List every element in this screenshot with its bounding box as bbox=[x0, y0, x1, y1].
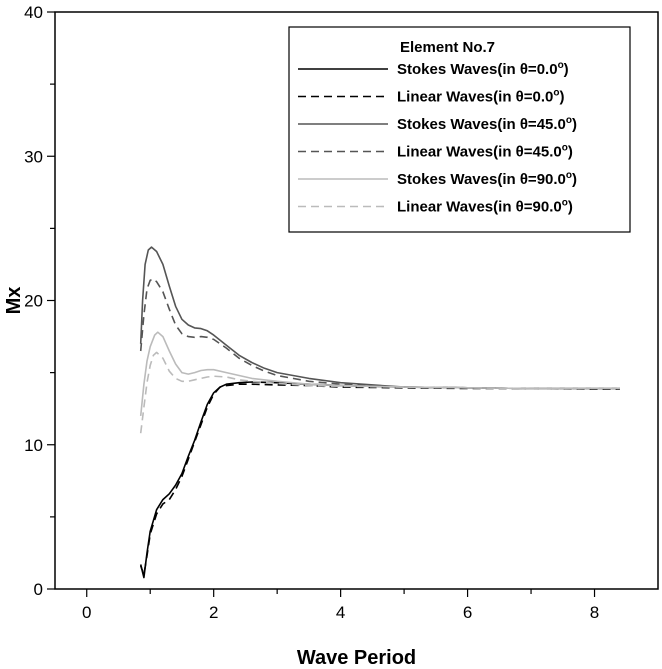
legend-label-1: Stokes Waves(in θ=0.0o) bbox=[397, 60, 569, 78]
legend-label-5: Stokes Waves(in θ=90.0o) bbox=[397, 170, 577, 188]
series-group bbox=[139, 246, 620, 579]
x-tick-label: 6 bbox=[463, 603, 472, 622]
series-line-2 bbox=[139, 383, 620, 576]
y-tick-label: 20 bbox=[24, 292, 43, 311]
series-line-3 bbox=[139, 246, 620, 390]
axes: 0 2 4 6 8 0 10 20 30 40 bbox=[24, 3, 659, 622]
y-axis-title: Mx bbox=[3, 287, 25, 315]
y-tick-label: 40 bbox=[24, 3, 43, 22]
y-tick-label: 0 bbox=[34, 580, 43, 599]
y-tick-label: 30 bbox=[24, 147, 43, 166]
legend-label-6: Linear Waves(in θ=90.0o) bbox=[397, 198, 573, 216]
x-tick-label: 4 bbox=[336, 603, 345, 622]
series-line-5 bbox=[139, 331, 620, 416]
x-tick-label: 0 bbox=[82, 603, 91, 622]
legend-label-2: Linear Waves(in θ=0.0o) bbox=[397, 88, 565, 106]
legend-label-4: Linear Waves(in θ=45.0o) bbox=[397, 143, 573, 161]
legend-label-3: Stokes Waves(in θ=45.0o) bbox=[397, 115, 577, 133]
x-axis-title: Wave Period bbox=[297, 647, 416, 669]
x-tick-label: 2 bbox=[209, 603, 218, 622]
series-line-1 bbox=[139, 381, 620, 579]
legend: Element No.7 Stokes Waves(in θ=0.0o) Linea… bbox=[288, 26, 631, 233]
x-tick-label: 8 bbox=[590, 603, 599, 622]
series-line-6 bbox=[139, 351, 620, 434]
y-tick-label: 10 bbox=[24, 436, 43, 455]
legend-title: Element No.7 bbox=[400, 39, 495, 56]
legend-box bbox=[288, 26, 631, 233]
series-line-4 bbox=[139, 278, 620, 390]
